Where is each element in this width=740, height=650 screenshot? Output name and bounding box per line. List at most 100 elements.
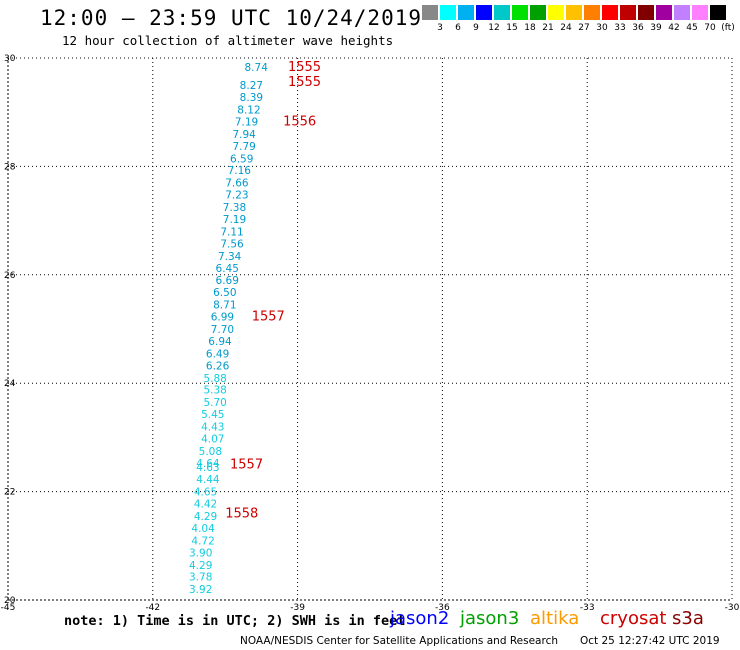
- y-tick-label: 30: [4, 54, 16, 64]
- y-tick-label: 24: [4, 379, 16, 389]
- legend-label: 15: [506, 23, 518, 33]
- wave-height-label: 3.78: [189, 572, 212, 584]
- wave-height-label: 7.11: [220, 226, 243, 238]
- legend-label: (ft): [721, 23, 735, 33]
- wave-height-label: 7.56: [220, 238, 244, 250]
- legend-label: 36: [632, 23, 644, 33]
- orbit-number-label: 1558: [225, 506, 258, 521]
- legend-swatch: [458, 5, 474, 20]
- satellite-jason3: jason3: [460, 608, 520, 629]
- y-tick-label: 26: [4, 271, 16, 281]
- legend-label: 30: [596, 23, 608, 33]
- wave-height-label: 7.19: [223, 214, 246, 226]
- legend-swatch: [494, 5, 510, 20]
- legend-label: 39: [650, 23, 662, 33]
- legend-label: 12: [488, 23, 500, 33]
- wave-height-label: 5.08: [199, 446, 222, 458]
- wave-height-label: 6.59: [230, 153, 253, 165]
- orbit-number-label: 1556: [283, 114, 316, 129]
- wave-height-label: 6.45: [216, 263, 239, 275]
- legend-swatch: [638, 5, 654, 20]
- legend-swatch: [440, 5, 456, 20]
- legend-label: 18: [524, 23, 536, 33]
- wave-height-label: 5.70: [203, 397, 226, 409]
- wave-height-label: 7.94: [232, 129, 256, 141]
- wave-height-label: 7.79: [232, 141, 255, 153]
- chart-subtitle: 12 hour collection of altimeter wave hei…: [62, 33, 394, 48]
- orbit-number-label: 1557: [230, 458, 263, 473]
- wave-height-label: 7.70: [211, 324, 234, 336]
- legend-swatch: [620, 5, 636, 20]
- wave-height-label: 7.23: [225, 190, 248, 202]
- wave-height-label: 4.63: [196, 462, 219, 474]
- wave-height-label: 6.99: [211, 312, 234, 324]
- orbit-number-label: 1557: [252, 310, 285, 325]
- legend-label: 70: [704, 23, 716, 33]
- footer-credit: NOAA/NESDIS Center for Satellite Applica…: [240, 635, 558, 647]
- x-tick-label: -42: [145, 603, 160, 613]
- wave-height-label: 4.07: [201, 433, 224, 445]
- wave-height-label: 5.38: [203, 385, 226, 397]
- wave-height-label: 7.66: [225, 178, 249, 190]
- wave-height-label: 3.92: [189, 584, 212, 596]
- wave-height-label: 4.65: [194, 487, 217, 499]
- y-tick-label: 28: [4, 162, 16, 172]
- wave-height-label: 6.26: [206, 360, 230, 372]
- legend-swatch: [584, 5, 600, 20]
- legend-swatch: [656, 5, 672, 20]
- orbit-number-label: 1555: [288, 60, 321, 75]
- legend-swatch: [422, 5, 438, 20]
- wave-height-label: 5.45: [201, 409, 224, 421]
- satellite-altika: altika: [530, 608, 580, 629]
- wave-height-label: 4.29: [189, 560, 212, 572]
- x-tick-label: -30: [725, 603, 740, 613]
- legend-label: 33: [614, 23, 626, 33]
- satellite-cryosat: cryosat: [600, 608, 667, 629]
- color-legend: 3 6 9 12 15 18 21 24 27 30 33 36 39 42 45 70 (ft): [422, 5, 740, 37]
- orbit-number-label: 1555: [288, 75, 321, 90]
- wave-height-label: 8.39: [240, 92, 263, 104]
- wave-height-label: 7.16: [228, 165, 252, 177]
- satellite-s3a: s3a: [672, 608, 704, 629]
- satellite-jason2: jason2: [390, 608, 450, 629]
- wave-height-label: 4.04: [191, 523, 215, 535]
- legend-swatch: [710, 5, 726, 20]
- wave-height-label: 4.43: [201, 422, 224, 434]
- legend-label: 24: [560, 23, 572, 33]
- wave-height-label: 7.19: [235, 116, 258, 128]
- legend-swatch: [602, 5, 618, 20]
- legend-swatch: [530, 5, 546, 20]
- legend-swatch: [692, 5, 708, 20]
- y-tick-label: 22: [4, 488, 15, 498]
- chart-title: 12:00 — 23:59 UTC 10/24/2019: [40, 6, 423, 30]
- legend-label: 9: [473, 23, 479, 33]
- legend-label: 45: [686, 23, 698, 33]
- wave-height-label: 4.29: [194, 511, 217, 523]
- wave-height-label: 4.72: [191, 535, 214, 547]
- x-tick-label: -33: [580, 603, 595, 613]
- wave-height-label: 8.27: [240, 80, 263, 92]
- legend-swatch: [566, 5, 582, 20]
- y-tick-label: 20: [4, 596, 16, 606]
- wave-height-label: 8.71: [213, 300, 236, 312]
- legend-label: 27: [578, 23, 590, 33]
- wave-height-label: 7.34: [218, 251, 242, 263]
- wave-height-label: 6.69: [216, 275, 239, 287]
- x-tick-label: -45: [1, 603, 16, 613]
- wave-height-label: 4.44: [196, 474, 220, 486]
- footer-timestamp: Oct 25 12:27:42 UTC 2019: [580, 635, 720, 647]
- plot-frame: [7, 57, 733, 601]
- legend-swatch: [674, 5, 690, 20]
- wave-height-label: 8.12: [237, 104, 260, 116]
- legend-label: 42: [668, 23, 680, 33]
- wave-height-label: 6.50: [213, 287, 236, 299]
- legend-swatch: [548, 5, 564, 20]
- legend-swatch: [512, 5, 528, 20]
- wave-height-label: 8.74: [245, 62, 269, 74]
- legend-swatch: [476, 5, 492, 20]
- wave-height-label: 3.90: [189, 547, 212, 559]
- legend-label: 3: [437, 23, 443, 33]
- wave-height-label: 5.88: [203, 373, 226, 385]
- wave-height-label: 7.38: [223, 202, 246, 214]
